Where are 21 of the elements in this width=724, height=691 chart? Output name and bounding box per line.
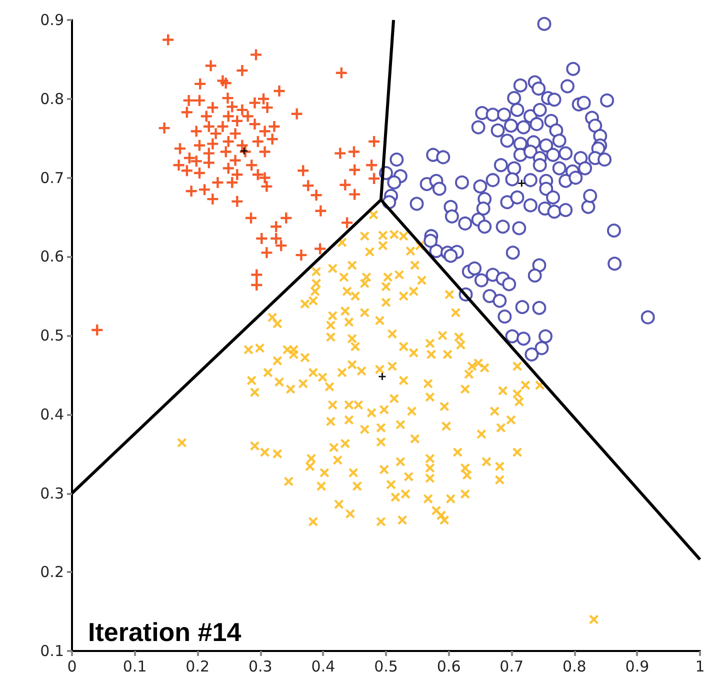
x-tick-label: 0.7 xyxy=(500,658,524,676)
y-tick-label: 0.7 xyxy=(40,168,64,187)
x-tick-label: 0.4 xyxy=(311,658,336,676)
x-tick-label: 0.8 xyxy=(562,658,586,676)
y-tick-label: 0.6 xyxy=(40,248,64,266)
y-tick-label: 0.9 xyxy=(40,11,64,29)
y-tick-label: 0.3 xyxy=(40,484,64,502)
annotation: Iteration #14 xyxy=(88,617,242,647)
x-tick-label: 0.6 xyxy=(436,658,461,676)
y-tick-label: 0.8 xyxy=(40,90,64,108)
y-tick-label: 0.1 xyxy=(40,642,64,660)
y-tick-label: 0.2 xyxy=(40,563,64,582)
y-tick-label: 0.5 xyxy=(40,326,64,344)
x-tick-label: 0.3 xyxy=(248,658,272,676)
x-tick-label: 0.2 xyxy=(186,658,210,676)
x-tick-label: 1 xyxy=(695,658,705,676)
x-tick-label: 0 xyxy=(67,658,77,676)
x-tick-label: 0.9 xyxy=(625,658,650,676)
y-tick-label: 0.4 xyxy=(40,405,64,424)
x-tick-label: 0.1 xyxy=(122,658,147,676)
x-tick-label: 0.5 xyxy=(374,658,398,676)
